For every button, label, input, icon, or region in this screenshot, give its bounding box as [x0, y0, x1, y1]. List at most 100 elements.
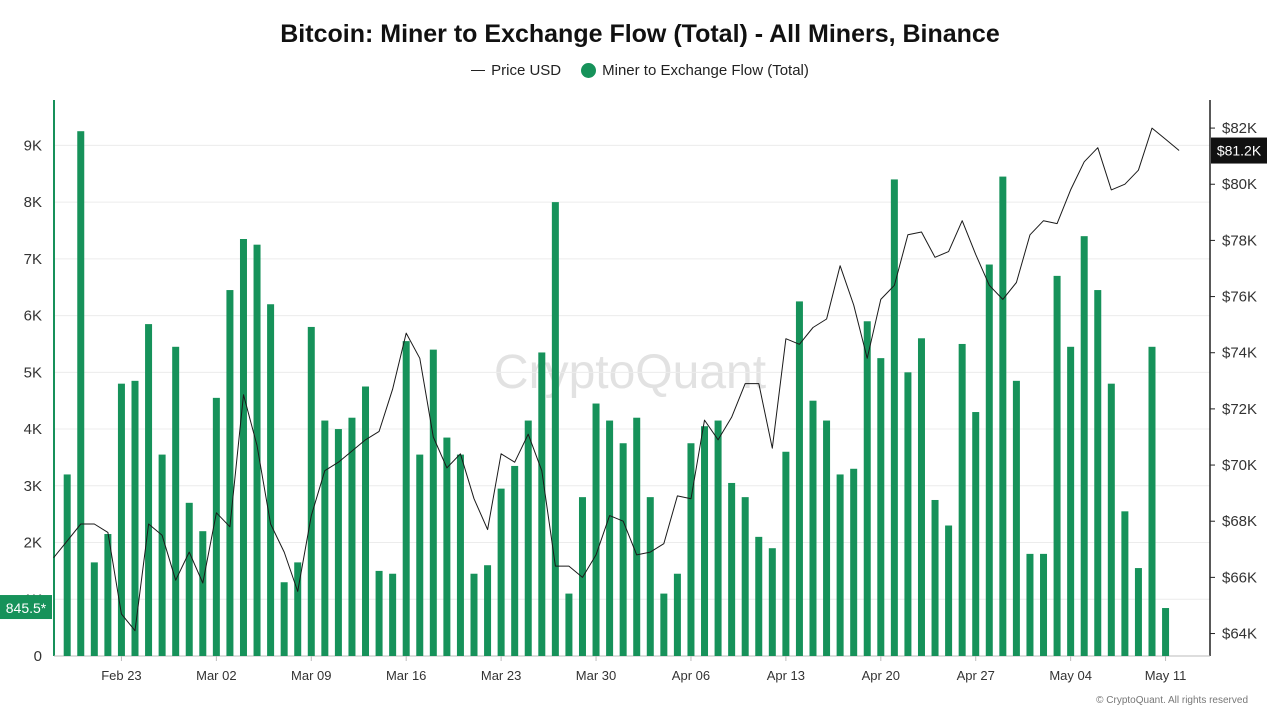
x-axis-tick-label: Mar 09	[291, 668, 331, 683]
flow-bar[interactable]	[592, 403, 600, 656]
x-axis-tick-label: Apr 13	[767, 668, 805, 683]
flow-bar[interactable]	[551, 202, 559, 657]
flow-bar[interactable]	[741, 497, 749, 656]
flow-bar[interactable]	[456, 454, 464, 656]
flow-bar[interactable]	[687, 443, 695, 656]
x-axis-tick-label: May 04	[1049, 668, 1092, 683]
flow-bar[interactable]	[1080, 236, 1088, 656]
flow-bar[interactable]	[443, 437, 451, 656]
flow-bar[interactable]	[117, 383, 125, 656]
flow-bar[interactable]	[863, 321, 871, 656]
flow-bar[interactable]	[362, 386, 370, 656]
flow-bar[interactable]	[646, 497, 654, 656]
flow-bar[interactable]	[226, 290, 234, 656]
flow-bar[interactable]	[985, 264, 993, 656]
flow-bar[interactable]	[728, 482, 736, 656]
left-axis-tick-label: 3K	[24, 478, 42, 495]
flow-bar[interactable]	[1162, 608, 1170, 656]
flow-bar[interactable]	[1040, 553, 1048, 656]
flow-bar[interactable]	[1026, 553, 1034, 656]
flow-bar[interactable]	[1148, 346, 1156, 656]
flow-bar[interactable]	[538, 352, 546, 656]
flow-bar[interactable]	[511, 465, 519, 656]
flow-bar[interactable]	[280, 582, 288, 656]
legend-item-price[interactable]: Price USD	[471, 62, 561, 79]
flow-bar[interactable]	[199, 531, 207, 656]
flow-bar[interactable]	[1094, 290, 1102, 656]
flow-bar[interactable]	[1012, 380, 1020, 656]
flow-bar[interactable]	[904, 372, 912, 656]
flow-bar[interactable]	[321, 420, 329, 656]
flow-bar[interactable]	[768, 548, 776, 656]
flow-bar[interactable]	[917, 338, 925, 656]
flow-bar[interactable]	[1067, 346, 1075, 656]
right-axis-tick-label: $74K	[1222, 345, 1257, 362]
right-axis-tick-label: $78K	[1222, 232, 1257, 249]
flow-bar[interactable]	[484, 565, 492, 656]
flow-bar[interactable]	[212, 397, 220, 656]
flow-bar[interactable]	[63, 474, 71, 656]
flow-bar[interactable]	[389, 573, 397, 656]
price-line[interactable]	[53, 127, 1180, 632]
flow-bar[interactable]	[497, 488, 505, 656]
dot-swatch-icon	[581, 63, 597, 78]
flow-bar[interactable]	[850, 468, 858, 656]
flow-bar[interactable]	[565, 593, 573, 656]
flow-bar[interactable]	[714, 420, 722, 656]
flow-bar[interactable]	[267, 304, 275, 656]
flow-bar[interactable]	[701, 426, 709, 656]
flow-bar[interactable]	[823, 420, 831, 656]
flow-bar[interactable]	[402, 341, 410, 656]
right-axis-tick-label: $72K	[1222, 401, 1257, 418]
flow-bar[interactable]	[782, 451, 790, 656]
flow-bar[interactable]	[660, 593, 668, 656]
flow-bar[interactable]	[334, 429, 342, 656]
flow-bar[interactable]	[185, 502, 193, 656]
flow-bar[interactable]	[307, 326, 315, 656]
legend-item-flow[interactable]: Miner to Exchange Flow (Total)	[581, 62, 809, 79]
flow-bar[interactable]	[931, 499, 939, 656]
flow-bar[interactable]	[890, 179, 898, 656]
flow-bar[interactable]	[945, 525, 953, 656]
flow-bar[interactable]	[795, 301, 803, 656]
flow-bar[interactable]	[348, 417, 356, 656]
flow-bar[interactable]	[619, 443, 627, 656]
flow-bar[interactable]	[972, 412, 980, 656]
flow-bar[interactable]	[673, 573, 681, 656]
left-axis-tick-label: 2K	[24, 535, 42, 552]
flow-bar[interactable]	[90, 562, 98, 656]
flow-bar[interactable]	[524, 420, 532, 656]
flow-bar[interactable]	[1134, 568, 1142, 656]
left-axis-tick-label: 0	[34, 648, 42, 665]
flow-bar[interactable]	[606, 420, 614, 656]
flow-bar[interactable]	[1053, 275, 1061, 656]
flow-bar[interactable]	[958, 343, 966, 656]
flow-bar[interactable]	[633, 417, 641, 656]
flow-bar[interactable]	[755, 536, 763, 656]
flow-bar[interactable]	[877, 358, 885, 656]
flow-bar[interactable]	[1121, 511, 1129, 656]
flow-bar[interactable]	[158, 454, 166, 656]
legend: Price USD Miner to Exchange Flow (Total)	[0, 62, 1280, 79]
flow-bar[interactable]	[416, 454, 424, 656]
flow-bar[interactable]	[172, 346, 180, 656]
flow-bar[interactable]	[145, 324, 153, 656]
copyright-footer: © CryptoQuant. All rights reserved	[1096, 695, 1248, 706]
flow-bar[interactable]	[999, 176, 1007, 656]
right-axis-tick-label: $68K	[1222, 513, 1257, 530]
flow-bar[interactable]	[239, 239, 247, 656]
flow-bar[interactable]	[375, 570, 383, 656]
x-axis-tick-label: May 11	[1145, 668, 1187, 683]
flow-bar[interactable]	[253, 244, 261, 656]
flow-bar[interactable]	[809, 400, 817, 656]
flow-bar[interactable]	[1107, 383, 1115, 656]
flow-bar[interactable]	[294, 562, 302, 656]
flow-bar[interactable]	[104, 534, 112, 656]
flow-bar[interactable]	[131, 380, 139, 656]
flow-bar[interactable]	[429, 349, 437, 656]
flow-bar[interactable]	[836, 474, 844, 656]
x-axis-tick-label: Apr 20	[862, 668, 900, 683]
flow-bar[interactable]	[77, 131, 85, 656]
flow-bar[interactable]	[470, 573, 478, 656]
right-axis-tick-label: $82K	[1222, 120, 1257, 137]
